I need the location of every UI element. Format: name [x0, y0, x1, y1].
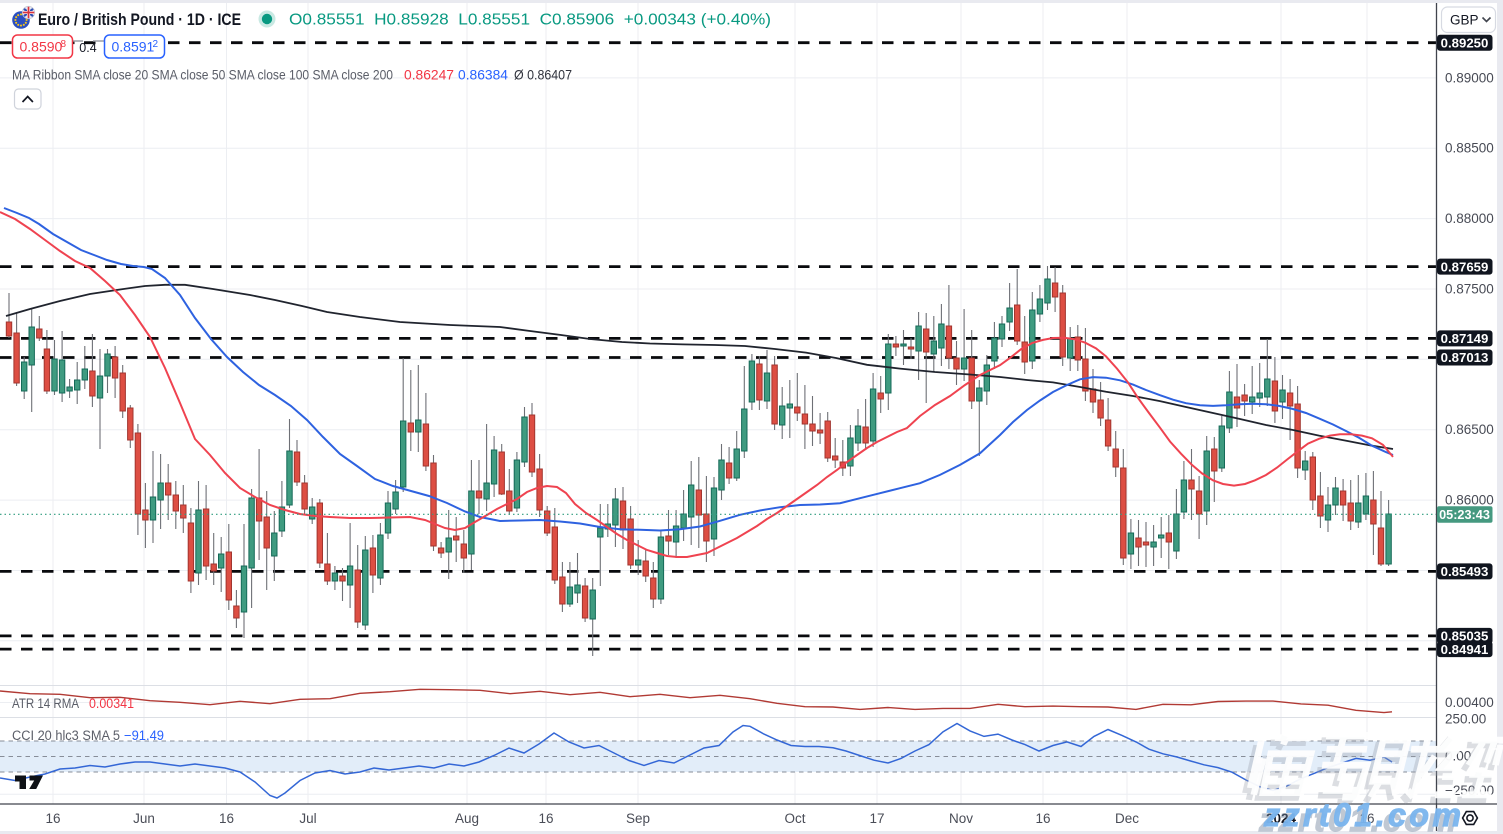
- svg-text:250.00: 250.00: [1445, 712, 1486, 727]
- svg-text:Euro / British Pound · 1D · IC: Euro / British Pound · 1D · ICE: [38, 10, 241, 29]
- svg-text:0.87013: 0.87013: [1441, 350, 1489, 365]
- svg-text:O0.85551 H0.85928 L0.85551: O0.85551 H0.85928 L0.85551 C0.85906 +0.0…: [289, 12, 771, 29]
- svg-text:16: 16: [1035, 811, 1050, 826]
- svg-text:Oct: Oct: [784, 811, 805, 826]
- svg-text:0.86500: 0.86500: [1445, 422, 1494, 437]
- svg-text:Jul: Jul: [299, 811, 316, 826]
- svg-text:Aug: Aug: [455, 811, 479, 826]
- svg-text:0.4: 0.4: [79, 41, 96, 55]
- svg-text:0.87500: 0.87500: [1445, 282, 1494, 297]
- svg-text:0.87659: 0.87659: [1441, 259, 1489, 274]
- svg-text:0.88500: 0.88500: [1445, 141, 1494, 156]
- svg-text:zzrt01.com: zzrt01.com: [1263, 797, 1464, 833]
- svg-text:Dec: Dec: [1115, 811, 1139, 826]
- svg-text:16: 16: [1359, 811, 1374, 826]
- svg-text:CCI 20 hlc3 SMA 5: CCI 20 hlc3 SMA 5: [12, 728, 120, 743]
- svg-text:0.86384: 0.86384: [458, 68, 508, 83]
- svg-text:16: 16: [538, 811, 553, 826]
- svg-text:17: 17: [869, 811, 884, 826]
- svg-text:MA Ribbon SMA close 20 SMA clo: MA Ribbon SMA close 20 SMA close 50 SMA …: [12, 68, 393, 83]
- svg-text:05:23:43: 05:23:43: [1439, 508, 1490, 522]
- svg-text:2024: 2024: [1266, 811, 1297, 826]
- svg-text:0.8591: 0.8591: [112, 39, 155, 55]
- svg-text:ATR 14 RMA: ATR 14 RMA: [12, 696, 79, 711]
- svg-text:0.89000: 0.89000: [1445, 70, 1494, 85]
- svg-text:Sep: Sep: [626, 811, 650, 826]
- svg-text:0.86247: 0.86247: [404, 68, 454, 83]
- svg-text:Nov: Nov: [949, 811, 973, 826]
- svg-text:0.00400: 0.00400: [1445, 695, 1494, 710]
- svg-text:0.87149: 0.87149: [1441, 331, 1489, 346]
- svg-text:GBP: GBP: [1450, 13, 1479, 28]
- svg-text:0.84941: 0.84941: [1441, 642, 1489, 657]
- svg-text:16: 16: [219, 811, 234, 826]
- svg-text:0.00341: 0.00341: [89, 696, 134, 711]
- svg-text:0.85035: 0.85035: [1441, 629, 1489, 644]
- svg-text:2: 2: [153, 39, 159, 50]
- svg-text:0.88000: 0.88000: [1445, 211, 1494, 226]
- svg-text:0.8590: 0.8590: [20, 39, 63, 55]
- svg-text:8: 8: [61, 39, 67, 50]
- svg-text:Jun: Jun: [133, 811, 155, 826]
- svg-text:Ø 0.86407: Ø 0.86407: [514, 68, 572, 83]
- svg-text:zzrt01.com: zzrt01.com: [1258, 802, 1459, 834]
- svg-text:0.85493: 0.85493: [1441, 564, 1489, 579]
- svg-text:0.89250: 0.89250: [1441, 35, 1489, 50]
- svg-text:16: 16: [45, 811, 60, 826]
- svg-text:−91.49: −91.49: [124, 728, 164, 743]
- svg-text:0.86000: 0.86000: [1445, 493, 1494, 508]
